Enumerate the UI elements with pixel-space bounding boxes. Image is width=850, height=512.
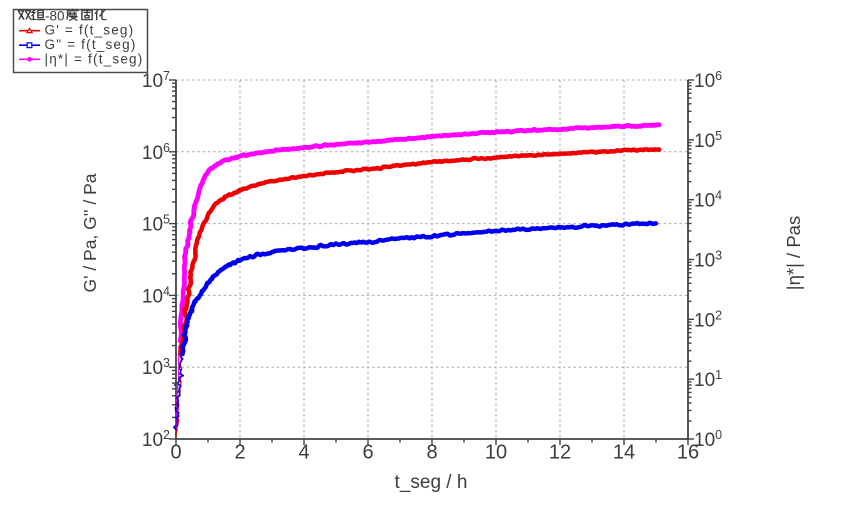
svg-text:103: 103 [694,249,722,272]
svg-text:105: 105 [142,213,170,236]
svg-text:-80: -80 [45,8,65,23]
svg-text:4: 4 [298,442,309,464]
svg-text:100: 100 [694,428,722,451]
svg-text:105: 105 [694,129,722,152]
svg-text:2: 2 [234,442,245,464]
svg-text:106: 106 [694,69,722,92]
svg-text:104: 104 [142,284,170,307]
svg-text:t_seg / h: t_seg / h [395,472,468,493]
svg-text:102: 102 [142,428,170,451]
svg-text:|η*| / Pas: |η*| / Pas [783,216,804,290]
svg-text:8: 8 [426,442,437,464]
svg-text:12: 12 [549,442,571,464]
svg-text:102: 102 [694,308,722,331]
svg-text:0: 0 [170,442,181,464]
svg-text:6: 6 [362,442,373,464]
svg-text:G' = f(t_seg): G' = f(t_seg) [45,22,135,37]
svg-text:107: 107 [142,69,170,92]
svg-text:106: 106 [142,141,170,164]
svg-text:G' / Pa, G'' / Pa: G' / Pa, G'' / Pa [80,173,100,292]
svg-text:104: 104 [694,189,722,212]
svg-text:14: 14 [613,442,635,464]
svg-text:10: 10 [485,442,507,464]
svg-text:G" = f(t_seg): G" = f(t_seg) [45,37,137,52]
svg-text:101: 101 [694,368,722,391]
svg-text:16: 16 [677,442,699,464]
svg-text:|η*| = f(t_seg): |η*| = f(t_seg) [45,51,144,66]
svg-text:103: 103 [142,356,170,379]
